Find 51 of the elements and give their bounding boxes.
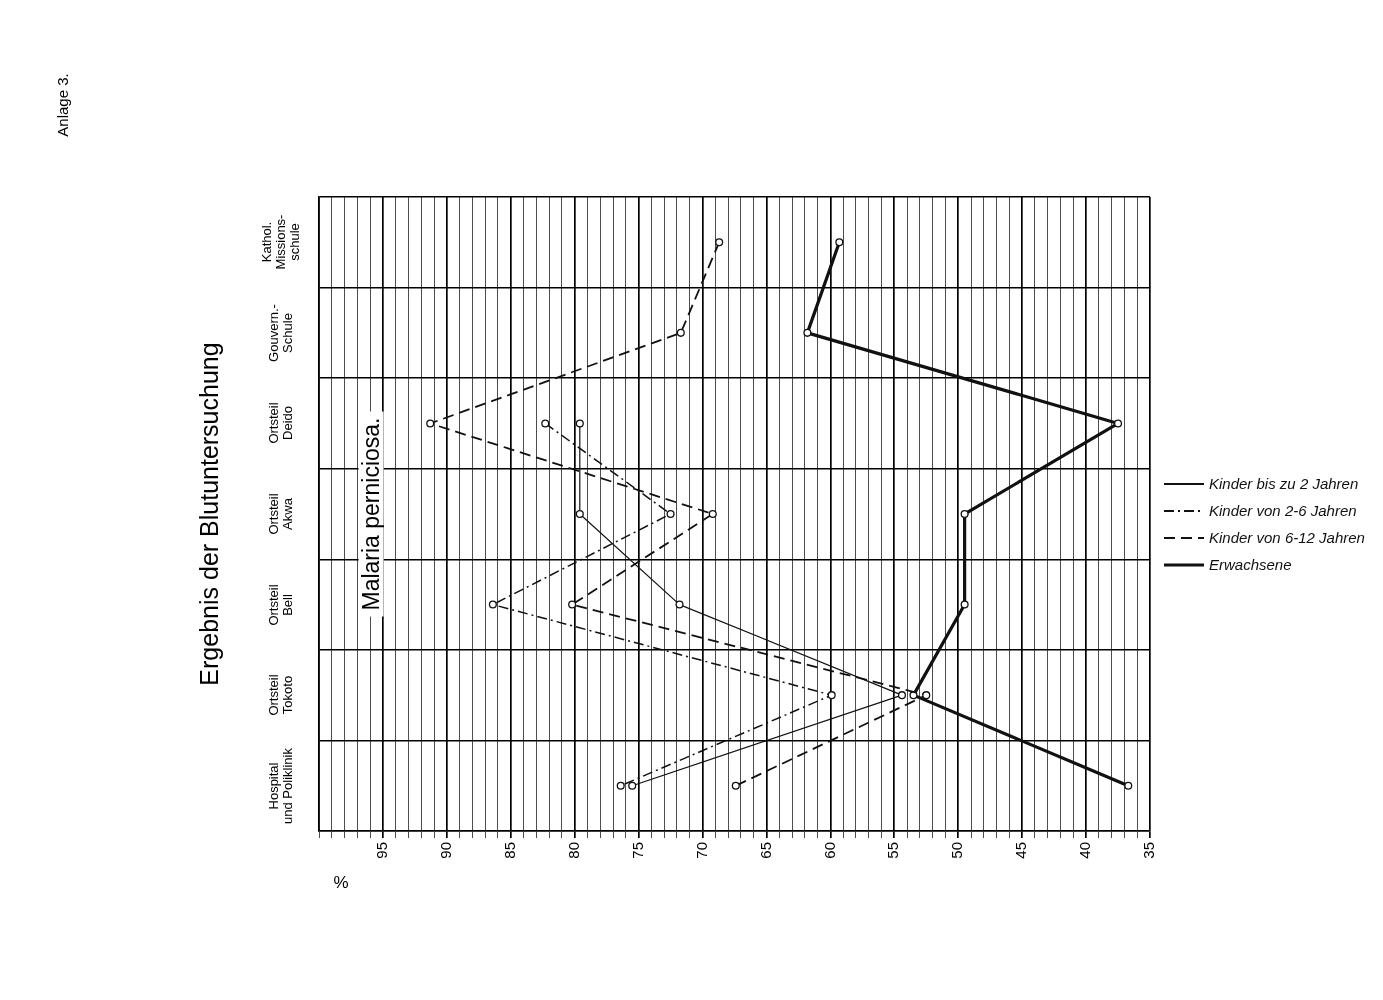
y-tick-label: Ortsteil Tokoto [265, 674, 296, 716]
legend-label: Erwachsene [1209, 556, 1292, 573]
text: Anlage 3. [53, 73, 72, 137]
point [575, 509, 584, 519]
x-tick-label: 75 [628, 842, 646, 859]
point [1124, 781, 1133, 790]
legend-label: Kinder von 6-12 Jahren [1209, 529, 1365, 546]
y-tick-label: Ortsteil Akwa [265, 493, 296, 535]
point [541, 419, 550, 428]
point [835, 238, 844, 247]
x-tick-label: 35 [1140, 842, 1158, 859]
point [827, 691, 836, 700]
y-tick-label: Kathol. Missions- schule [258, 214, 303, 270]
point [922, 691, 931, 700]
x-tick-label: 40 [1076, 842, 1094, 859]
text: Malaria perniciosa. [357, 411, 384, 617]
x-axis-title: % [333, 872, 349, 893]
x-tick-label: 90 [436, 842, 454, 859]
point [731, 781, 740, 790]
point [628, 781, 637, 790]
y-tick-label: Ortsteil Deido [265, 402, 296, 445]
point [675, 600, 684, 609]
point [1113, 419, 1123, 428]
point [960, 600, 969, 609]
point [803, 328, 812, 337]
point [708, 509, 717, 519]
x-tick-label: 80 [564, 842, 582, 859]
point [666, 509, 675, 519]
x-tick-label: 85 [500, 842, 518, 859]
x-tick-label: 60 [820, 842, 838, 859]
point [426, 419, 435, 428]
legend-label: Kinder von 2-6 Jahren [1209, 502, 1357, 519]
point [676, 328, 685, 337]
point [715, 238, 724, 247]
point [575, 419, 584, 428]
y-tick-label: Hospital und Poliklinik [265, 747, 296, 824]
point [897, 691, 907, 700]
point [568, 600, 577, 609]
x-tick-label: 50 [948, 842, 966, 859]
x-tick-label: 95 [373, 842, 391, 859]
legend-label: Kinder bis zu 2 Jahren [1209, 475, 1359, 492]
text: Ergebnis der Blutuntersuchung [194, 342, 223, 686]
y-tick-label: Gouvern.- Schule [265, 303, 296, 362]
x-tick-label: 55 [884, 842, 902, 859]
point [960, 509, 969, 519]
y-tick-label: Ortsteil Bell [265, 583, 296, 626]
x-tick-label: 70 [692, 842, 710, 859]
x-tick-label: 45 [1012, 842, 1030, 859]
point [616, 781, 625, 790]
point [488, 600, 497, 609]
x-tick-label: 65 [756, 842, 774, 859]
